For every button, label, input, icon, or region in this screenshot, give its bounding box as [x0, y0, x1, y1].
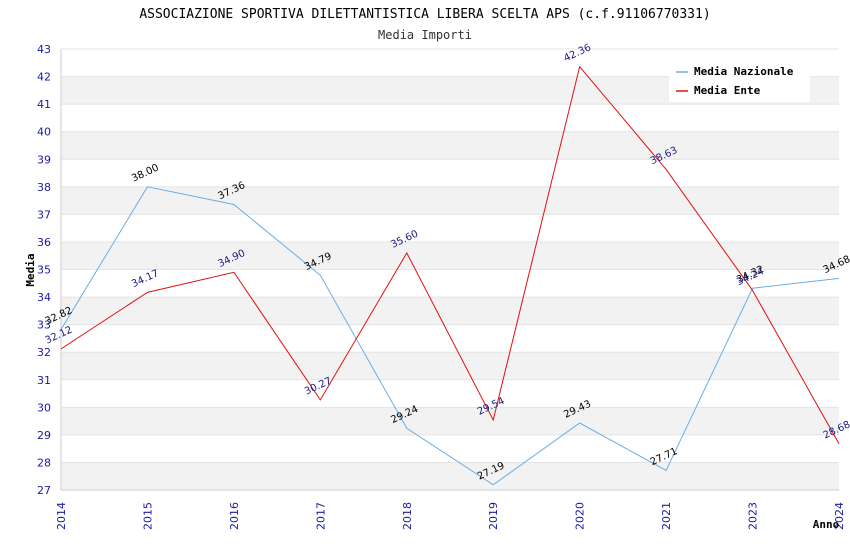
series-line-media-nazionale	[60, 186, 840, 486]
series-lines	[60, 65, 840, 486]
y-tick-label: 35	[37, 264, 51, 277]
x-tick-label: 2014	[55, 502, 68, 530]
x-axis-label: Anno	[813, 518, 840, 531]
grid-band	[61, 159, 839, 187]
y-tick-label: 30	[37, 401, 51, 414]
y-axis-label: Media	[24, 253, 37, 286]
chart-subtitle: Media Importi	[378, 28, 472, 42]
legend: Media Nazionale Media Ente	[669, 60, 810, 102]
legend-label-media-nazionale: Media Nazionale	[694, 65, 794, 78]
y-tick-label: 31	[37, 374, 51, 387]
chart-title: ASSOCIAZIONE SPORTIVA DILETTANTISTICA LI…	[139, 7, 710, 22]
x-tick-label: 2018	[401, 502, 414, 530]
grid-band	[61, 434, 839, 463]
legend-box	[669, 60, 810, 102]
y-tick-label: 39	[37, 153, 51, 166]
series-line-media-ente	[60, 65, 840, 444]
y-tick-labels: 27 28 29 30 31 32 33 34 35 36 37 38 39 40 41 42 43	[37, 43, 51, 497]
grid-band	[61, 186, 839, 215]
grid-band	[61, 269, 839, 298]
axes	[60, 49, 839, 491]
y-tick-label: 32	[37, 346, 51, 359]
grid-band	[61, 462, 839, 490]
x-tick-label: 2021	[660, 502, 673, 530]
grid-band	[61, 352, 839, 380]
y-tick-label: 40	[37, 126, 51, 139]
y-tick-label: 28	[37, 456, 51, 469]
grid-band	[61, 241, 839, 270]
y-tick-label: 43	[37, 43, 51, 56]
grid-band	[61, 104, 839, 132]
y-tick-label: 38	[37, 181, 51, 194]
legend-label-media-ente: Media Ente	[694, 84, 761, 97]
grid-band	[61, 131, 839, 160]
y-tick-label: 29	[37, 429, 51, 442]
x-tick-label: 2015	[141, 502, 154, 530]
x-tick-label: 2016	[228, 502, 241, 530]
y-tick-label: 34	[37, 291, 51, 304]
grid-band	[61, 407, 839, 435]
y-tick-label: 41	[37, 98, 51, 111]
x-tick-label: 2019	[487, 502, 500, 530]
y-tick-label: 37	[37, 208, 51, 221]
x-tick-label: 2020	[574, 502, 587, 530]
grid-band	[61, 324, 839, 353]
y-tick-label: 33	[37, 319, 51, 332]
x-tick-label: 2017	[314, 502, 327, 530]
grid-band	[61, 297, 839, 325]
x-tick-label: 2024	[833, 502, 846, 530]
y-tick-label: 42	[37, 71, 51, 84]
grid-bands	[61, 48, 839, 491]
y-tick-label: 36	[37, 236, 51, 249]
grid-band	[61, 214, 839, 242]
y-tick-label: 27	[37, 484, 51, 497]
x-tick-label: 2023	[747, 502, 760, 530]
x-tick-labels: 2014 2015 2016 2017 2018 2019 2020 2021 2023 2024	[55, 502, 846, 530]
grid-band	[61, 379, 839, 408]
